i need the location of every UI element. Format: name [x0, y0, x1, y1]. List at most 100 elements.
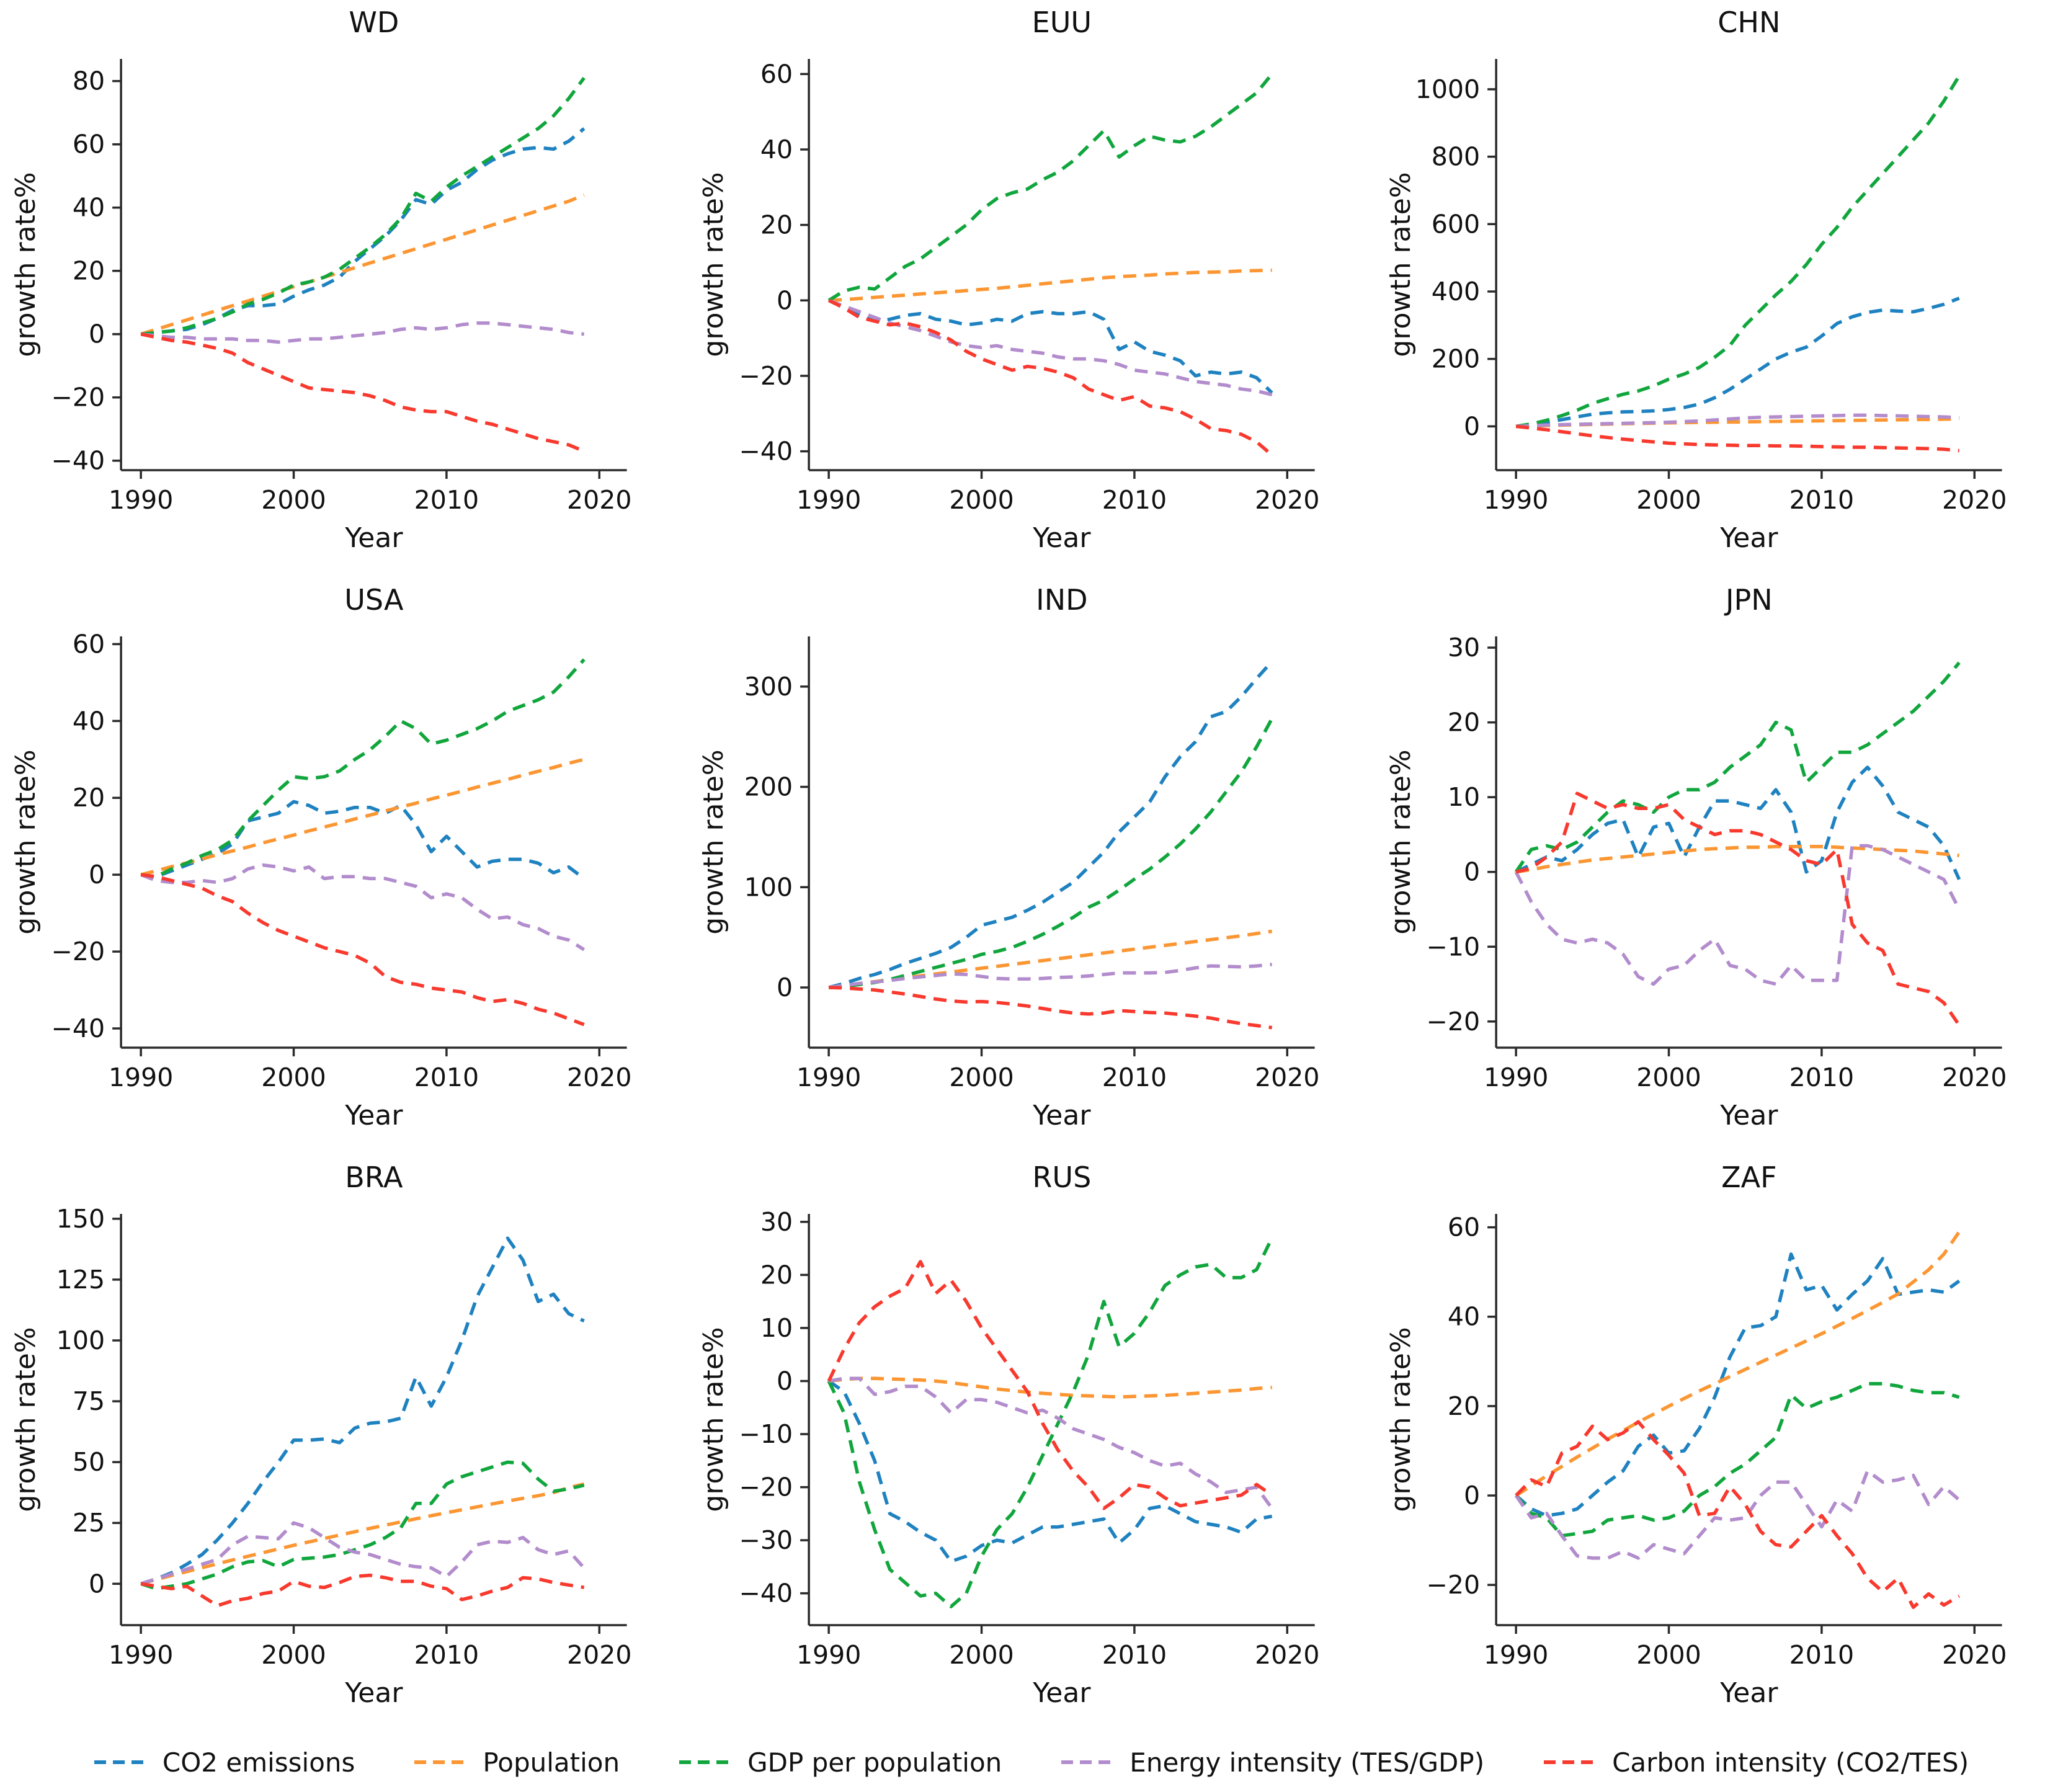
y-tick-label: −20 — [1427, 1570, 1481, 1600]
series-line-carbon-intensity-co2-tes — [828, 986, 1272, 1030]
legend-label: Population — [483, 1747, 620, 1778]
legend-item-gdp-per-population: GDP per population — [679, 1747, 1002, 1778]
x-axis-label: Year — [1720, 1100, 1779, 1131]
y-tick-label: 0 — [1464, 857, 1480, 887]
legend-item-co2-emissions: CO2 emissions — [94, 1747, 355, 1778]
series-line-carbon-intensity-co2-tes — [1516, 424, 1960, 453]
y-tick-label: 40 — [1448, 1302, 1480, 1332]
subplot-usa: USA −40 −20 0 20 40 60 1990 2000 2010 2020 Year grow… — [0, 577, 688, 1155]
series-line-carbon-intensity-co2-tes — [140, 873, 585, 1027]
x-tick-label: 1990 — [109, 485, 173, 515]
y-axis-label: growth rate% — [698, 749, 729, 934]
y-axis-label: growth rate% — [10, 749, 42, 934]
x-tick-label: 2010 — [414, 485, 479, 515]
chart-title: JPN — [1724, 583, 1773, 617]
series-line-gdp-per-population — [1515, 1382, 1960, 1538]
series-line-gdp-per-population — [1516, 74, 1961, 429]
x-tick-label: 2010 — [1102, 1640, 1166, 1670]
y-tick-label: −40 — [51, 1014, 105, 1043]
x-tick-label: 1990 — [1484, 1063, 1548, 1092]
y-tick-label: −40 — [51, 446, 105, 476]
y-tick-label: 0 — [777, 285, 793, 315]
x-axis-label: Year — [1032, 1677, 1091, 1709]
y-tick-label: 300 — [744, 672, 792, 702]
series-line-co2-emissions — [827, 1380, 1272, 1564]
series-line-gdp-per-population — [827, 73, 1273, 302]
series-line-population — [1516, 844, 1960, 874]
y-tick-label: 100 — [56, 1326, 105, 1355]
chart-svg-bra: BRA 0 25 50 75 100 125 150 1990 2000 2010 2020 Year g… — [10, 1161, 631, 1709]
x-tick-label: 2020 — [1942, 1063, 2007, 1092]
subplot-rus: RUS −40 −30 −20 −10 0 10 20 30 1990 2000 2010 2020 Ye… — [688, 1155, 1376, 1732]
series-line-energy-intensity-tes-gdp — [827, 298, 1272, 396]
y-tick-label: 0 — [89, 1569, 105, 1598]
x-tick-label: 2020 — [1255, 485, 1319, 515]
x-tick-label: 2020 — [567, 1640, 631, 1670]
series-line-population — [140, 193, 585, 336]
legend-dash-icon — [1061, 1760, 1114, 1764]
y-tick-label: 200 — [1432, 344, 1480, 374]
subplot-zaf: ZAF −20 0 20 40 60 1990 2000 2010 2020 Year growth … — [1375, 1155, 2063, 1732]
y-tick-label: 40 — [73, 706, 105, 736]
y-tick-label: −20 — [1427, 1007, 1481, 1036]
y-tick-label: 0 — [1464, 1481, 1480, 1510]
y-tick-label: −10 — [739, 1419, 793, 1449]
subplot-wd: WD −40 −20 0 20 40 60 80 1990 2000 2010 2020 Year gro… — [0, 0, 688, 577]
chart-svg-rus: RUS −40 −30 −20 −10 0 10 20 30 1990 2000 2010 2020 Ye… — [698, 1161, 1319, 1709]
charts-grid: WD −40 −20 0 20 40 60 80 1990 2000 2010 2020 Year gro… — [0, 0, 2063, 1732]
chart-title: CHN — [1718, 6, 1781, 39]
series-line-co2-emissions — [827, 298, 1273, 395]
series-line-population — [140, 757, 585, 876]
y-tick-label: 0 — [777, 1366, 793, 1396]
legend-label: Carbon intensity (CO2/TES) — [1612, 1747, 1969, 1778]
series-line-co2-emissions — [140, 127, 586, 336]
x-tick-label: 2010 — [414, 1063, 479, 1092]
chart-title: RUS — [1032, 1161, 1091, 1194]
x-tick-label: 2020 — [1255, 1063, 1319, 1092]
series-line-gdp-per-population — [140, 76, 586, 336]
x-axis-label: Year — [1720, 1677, 1779, 1709]
y-axis-label: growth rate% — [698, 172, 729, 357]
chart-title: EUU — [1032, 6, 1091, 39]
series-line-gdp-per-population — [140, 658, 586, 879]
y-axis-label: growth rate% — [698, 1327, 729, 1512]
subplot-jpn: JPN −20 −10 0 10 20 30 1990 2000 2010 2020 Year grow… — [1375, 577, 2063, 1155]
y-tick-label: 0 — [89, 319, 105, 349]
x-tick-label: 2010 — [1789, 485, 1854, 515]
y-tick-label: 0 — [89, 860, 105, 889]
y-tick-label: −20 — [739, 361, 793, 391]
x-tick-label: 1990 — [796, 1063, 861, 1092]
series-line-co2-emissions — [1515, 1252, 1961, 1518]
series-line-carbon-intensity-co2-tes — [827, 1260, 1273, 1510]
series-line-carbon-intensity-co2-tes — [140, 1573, 585, 1608]
x-axis-label: Year — [1032, 522, 1091, 554]
series-line-co2-emissions — [1515, 765, 1961, 880]
y-tick-label: 20 — [1448, 708, 1480, 738]
chart-svg-euu: EUU −40 −20 0 20 40 60 1990 2000 2010 2020 Year grow… — [698, 6, 1319, 554]
x-tick-label: 2020 — [1942, 1640, 2007, 1670]
x-axis-label: Year — [344, 1677, 403, 1709]
chart-title: BRA — [345, 1161, 403, 1194]
y-tick-label: 20 — [1448, 1391, 1480, 1421]
y-tick-label: 60 — [73, 629, 105, 659]
x-tick-label: 2010 — [414, 1640, 479, 1670]
y-tick-label: −20 — [51, 937, 105, 966]
y-tick-label: 10 — [760, 1313, 793, 1343]
x-tick-label: 2000 — [1637, 1640, 1701, 1670]
legend-label: CO2 emissions — [162, 1747, 355, 1778]
x-tick-label: 2010 — [1102, 485, 1166, 515]
series-line-population — [828, 1376, 1272, 1399]
legend-dash-icon — [679, 1760, 732, 1764]
series-line-co2-emissions — [828, 660, 1273, 989]
chart-title: WD — [349, 6, 399, 39]
y-tick-label: 200 — [744, 772, 792, 802]
x-tick-label: 2000 — [261, 1640, 326, 1670]
legend-dash-icon — [1544, 1760, 1597, 1764]
y-tick-label: −40 — [739, 1579, 793, 1608]
x-tick-label: 2000 — [949, 1640, 1014, 1670]
series-line-energy-intensity-tes-gdp — [140, 863, 586, 952]
series-line-energy-intensity-tes-gdp — [1516, 413, 1960, 429]
y-tick-label: 150 — [56, 1204, 105, 1234]
x-tick-label: 1990 — [1484, 485, 1548, 515]
